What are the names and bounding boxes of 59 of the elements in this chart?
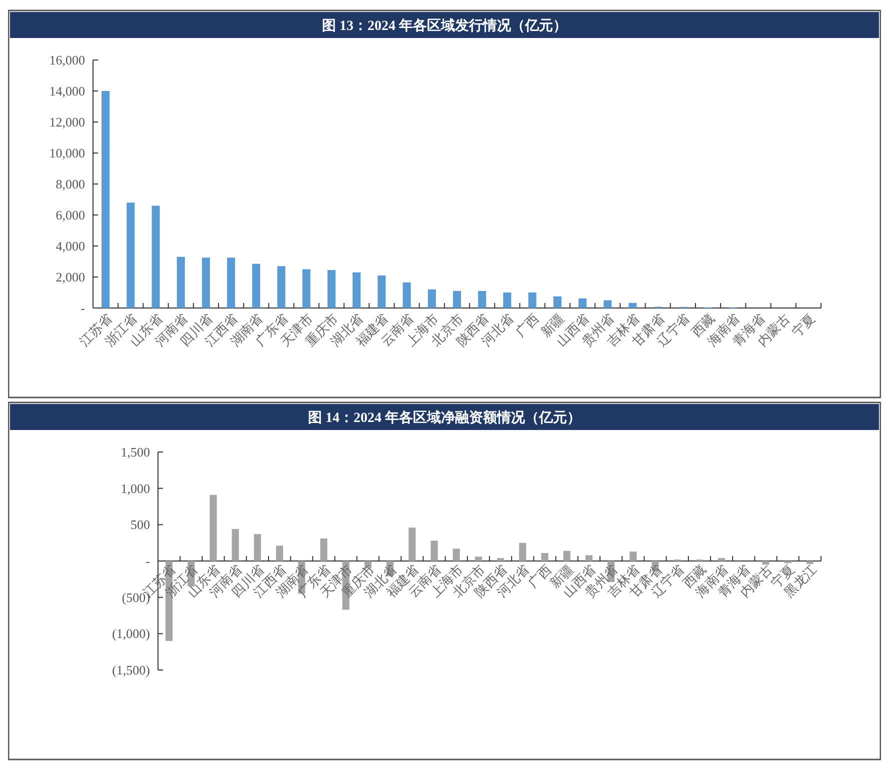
- y-tick-label: (1,500): [112, 662, 150, 678]
- y-tick-label: -: [146, 554, 150, 569]
- bar: [276, 546, 284, 561]
- y-tick-label: 500: [130, 517, 150, 532]
- bar: [452, 290, 462, 308]
- bar: [452, 548, 460, 561]
- bar: [378, 275, 386, 308]
- bar: [430, 540, 438, 561]
- bar: [126, 202, 135, 308]
- y-tick-label: 16,000: [49, 52, 85, 68]
- bar: [630, 552, 637, 561]
- bar: [585, 555, 592, 561]
- y-tick-label: 8,000: [56, 176, 85, 192]
- bar: [277, 266, 286, 308]
- y-tick-label: 12,000: [49, 114, 85, 130]
- chart-title: 图 13：2024 年各区域发行情况（亿元）: [322, 18, 567, 34]
- y-tick-label: -: [80, 300, 85, 316]
- bar: [352, 272, 361, 308]
- bar: [327, 270, 336, 308]
- bar: [497, 558, 504, 561]
- bar: [428, 289, 436, 308]
- y-tick-label: 4,000: [56, 238, 85, 254]
- y-tick-label: 2,000: [56, 270, 85, 285]
- bar: [176, 256, 185, 308]
- bar: [252, 264, 260, 308]
- bar: [302, 269, 310, 308]
- bar: [210, 494, 217, 561]
- x-tick-label: 广西: [512, 310, 542, 340]
- y-tick-label: (1,000): [112, 626, 150, 642]
- bar: [553, 296, 562, 308]
- bar: [519, 542, 526, 561]
- bar: [604, 300, 612, 308]
- bar: [202, 258, 210, 308]
- y-tick-label: 6,000: [56, 208, 85, 223]
- bar: [254, 534, 261, 561]
- bar: [563, 550, 570, 561]
- chart-title: 图 14：2024 年各区域净融资额情况（亿元）: [308, 409, 581, 426]
- bar: [402, 282, 411, 308]
- bar: [232, 529, 239, 561]
- bar: [762, 561, 770, 565]
- y-tick-label: 14,000: [49, 84, 85, 99]
- bar: [628, 302, 637, 308]
- bar: [408, 528, 416, 561]
- bar: [152, 206, 160, 308]
- bar: [320, 538, 328, 561]
- x-tick-label: 宁夏: [788, 310, 818, 340]
- bar: [578, 298, 587, 308]
- y-tick-label: 1,500: [120, 444, 150, 460]
- bar: [474, 556, 482, 561]
- bar: [227, 258, 236, 308]
- y-tick-label: 1,000: [120, 480, 150, 496]
- bar: [528, 292, 536, 308]
- y-tick-label: 10,000: [49, 146, 85, 161]
- bar: [718, 558, 726, 561]
- bar: [503, 292, 512, 308]
- bar: [806, 561, 814, 564]
- bar: [102, 91, 110, 308]
- bar: [478, 290, 486, 308]
- bar: [541, 553, 548, 561]
